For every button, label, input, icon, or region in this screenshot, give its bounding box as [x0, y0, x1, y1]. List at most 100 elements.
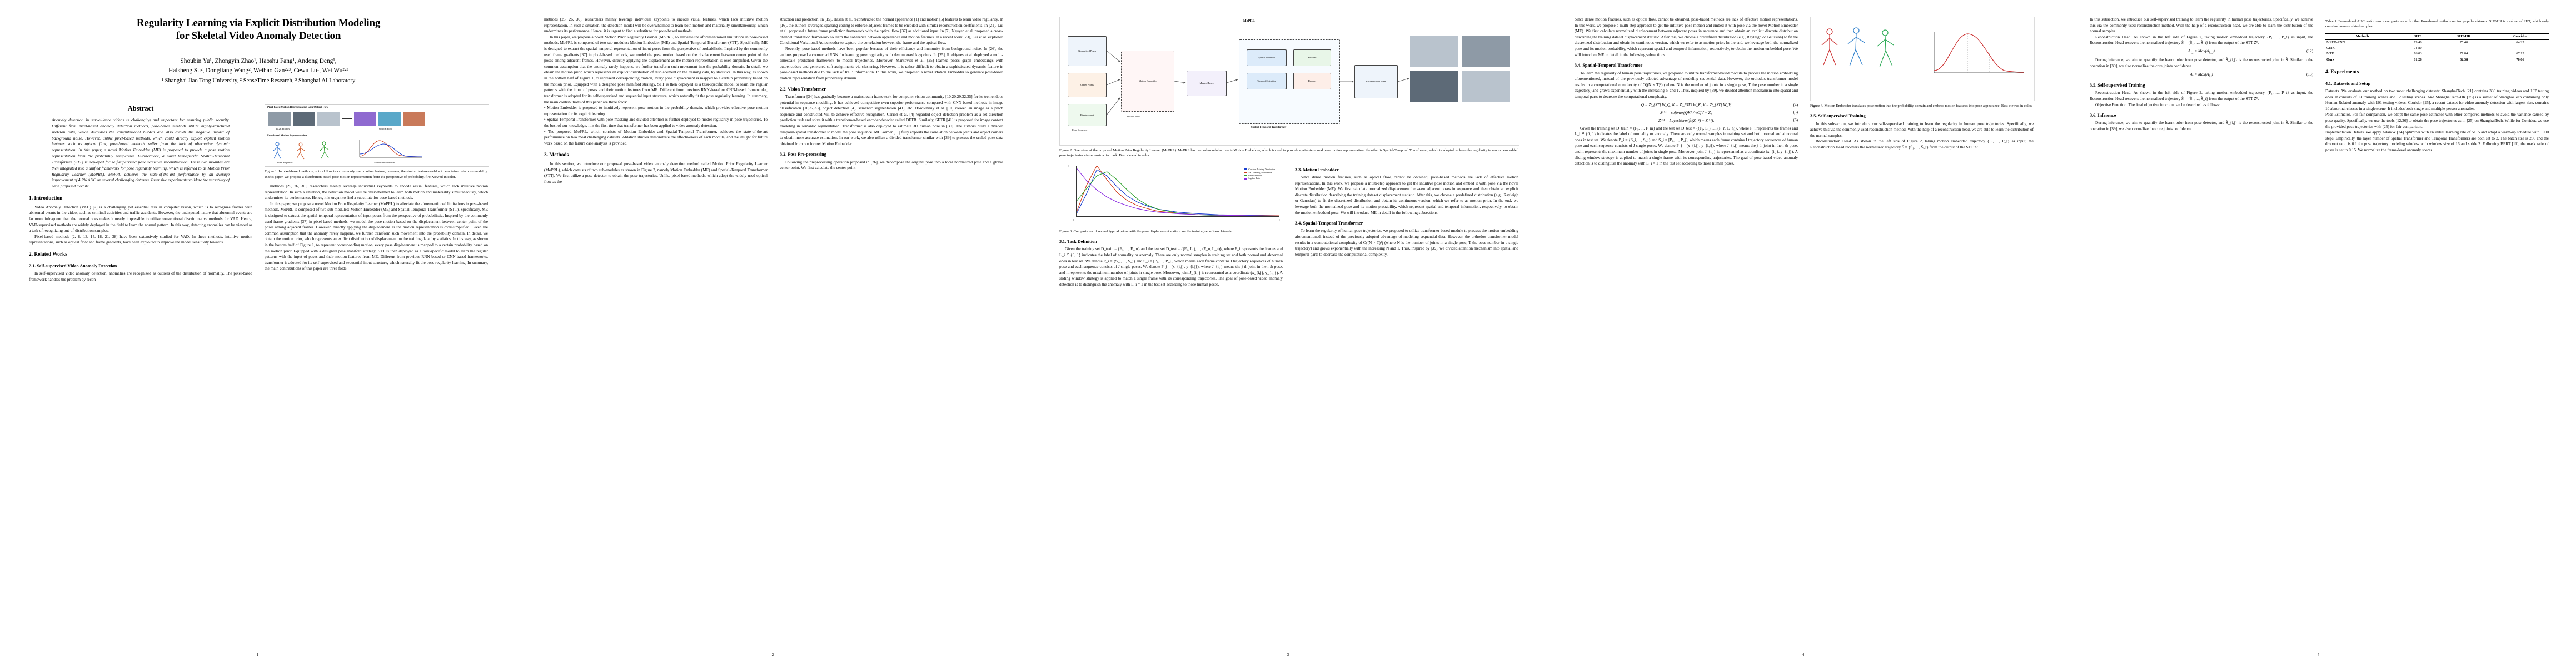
- p2-bullet-2: • Spatial-Temporal Transformer with pose…: [544, 117, 768, 128]
- intro-paragraph-1: Video Anomaly Detection (VAD) [2] is a c…: [29, 204, 252, 233]
- page-title: Regularity Learning via Explicit Distrib…: [29, 17, 488, 42]
- p5-datasets-paragraph: Datasets. We evaluate our method on two …: [2325, 88, 2549, 111]
- p5-reconstruction-head: Reconstruction Head. As shown in the lef…: [2090, 90, 2313, 101]
- table-1-r2-shthr: 77.04: [2459, 52, 2468, 56]
- p4-left-paragraph-1: Since dense motion features, such as opt…: [1575, 17, 1798, 57]
- figure-2-node-decoder: Decoder: [1293, 73, 1331, 89]
- p3-col-right: 3.3. Motion Embedder Since dense motion …: [1295, 162, 1518, 288]
- p1-col-right: Pixel-based Motion Representation with O…: [265, 104, 489, 282]
- figure-3-legend-item-0: Corridor Training Distribution: [1248, 168, 1275, 171]
- figure-2-node-normalized-poses: Normalized Poses: [1068, 36, 1107, 66]
- table-1-grid: Methods SHT SHT-HR Corridor MPED-RNN 73.…: [2325, 33, 2549, 63]
- p1-right-text-1: methods [25, 26, 30], researchers mainly…: [265, 183, 488, 201]
- equation-1-body: Q = Zᵗ_{ST} W_Q, K = Zᵗ_{ST} W_K, V = Zᵗ…: [1641, 102, 1732, 107]
- p2-right-paragraph-1: struction and prediction. In [15], Hasan…: [780, 17, 1003, 46]
- table-1-r3-sht-text: 81.26: [2414, 58, 2422, 62]
- p5-left-paragraph-2: Reconstruction Head. As shown in the lef…: [2090, 34, 2313, 46]
- figure-2-node-center-points: Center Points: [1068, 73, 1107, 97]
- subsection-motion-embedder-heading: 3.3. Motion Embedder: [1295, 167, 1339, 172]
- figure-4: Figure 4. Motion Embedder translates pos…: [1810, 17, 2035, 109]
- figure-1-caption: Figure 1. In pixel-based methods, optica…: [265, 170, 488, 179]
- figure-1-label-rgb: RGB Frames: [276, 127, 290, 131]
- p4-col-right: Figure 4. Motion Embedder translates pos…: [1810, 17, 2035, 167]
- figure-2-label-moprl: MoPRL: [1243, 19, 1255, 23]
- figure-3-caption: Figure 3. Comparisons of several typical…: [1059, 229, 1233, 233]
- table-1-col-corridor: Corridor: [2491, 33, 2549, 40]
- table-1-r1-sht: 74.80: [2414, 46, 2422, 51]
- equation-2: Zᵗ⁺¹ = softmax(QKᵀ / √C)V + Zᵗ, (5): [1575, 110, 1798, 115]
- figure-2-node-spatial-attention: Spatial Attention: [1247, 49, 1287, 66]
- table-1-header-row: Methods SHT SHT-HR Corridor: [2325, 33, 2549, 40]
- page-5: In this subsection, we introduce our sel…: [2061, 0, 2576, 667]
- page-number-3: 3: [1287, 652, 1289, 657]
- figure-1-label-motion-dist: Motion Distribution: [374, 161, 395, 165]
- table-1-r3-sht: 81.26: [2399, 56, 2437, 63]
- equation-3-body: Zᵗ⁺¹ = LayerNorm(fc(Zᵗ⁺¹) + Zᵗ⁺¹),: [1658, 118, 1715, 123]
- table-1-r3-corridor-text: 70.66: [2516, 58, 2524, 62]
- title-line-1: Regularity Learning via Explicit Distrib…: [136, 17, 381, 29]
- figure-3: Corridor Training Distribution SHT Train…: [1059, 162, 1283, 235]
- equation-12-body: Ai,t = Max(Ai,t,j): [2188, 49, 2215, 55]
- table-1-r1-shthr: –: [2463, 46, 2465, 51]
- page-1: arXiv:2112.03649v2 [cs.CV] 8 Dec 2021 Re…: [0, 0, 515, 667]
- figure-2-node-reconstructed-poses: Reconstructed Poses: [1354, 65, 1398, 98]
- table-1-r2-sht: 76.03: [2414, 52, 2422, 56]
- p2-left-paragraph-2: In this paper, we propose a novel Motion…: [544, 34, 768, 104]
- figure-1-label-flow: Optical Flow: [379, 127, 393, 131]
- p2-bullet-1: • Motion Embedder is proposed to intuiti…: [544, 105, 768, 116]
- figure-4-skeleton-illustration: [1821, 27, 1894, 68]
- table-1: Table 1. Frame-level AUC performance com…: [2325, 19, 2549, 63]
- figure-3-curves: [1077, 166, 1279, 216]
- p5-subsection-self-supervised-training: 3.5. Self-supervised Training: [2090, 83, 2145, 88]
- p4-selfsup-paragraph-2: Reconstruction Head. As shown in the lef…: [1810, 138, 2034, 150]
- p3-col-left: Corridor Training Distribution SHT Train…: [1059, 162, 1283, 288]
- p4-selfsup-paragraph-1: In this subsection, we introduce our sel…: [1810, 121, 2034, 138]
- p5-objective: Objective Function. The final objective …: [2095, 102, 2220, 107]
- equation-2-body: Zᵗ⁺¹ = softmax(QKᵀ / √C)V + Zᵗ,: [1660, 110, 1712, 115]
- p2-vit-paragraph: Transformer [34] has gradually become a …: [780, 93, 1003, 146]
- table-row: GEPC 74.80 – –: [2325, 46, 2549, 51]
- equation-1: Q = Zᵗ_{ST} W_Q, K = Zᵗ_{ST} W_K, V = Zᵗ…: [1575, 103, 1798, 107]
- subsection-spatial-temporal-heading: 3.4. Spatial-Temporal Transformer: [1295, 221, 1363, 226]
- figure-4-distribution-plot: [1934, 32, 2025, 73]
- equation-12: Ai,t = Max(Ai,t,j) (12): [2090, 49, 2313, 54]
- title-line-2: for Skeletal Video Anomaly Detection: [176, 30, 341, 42]
- figure-2-node-displacement: Displacement: [1068, 104, 1107, 126]
- table-1-r0-shthr: 75.40: [2436, 39, 2492, 46]
- table-1-r1-method: GEPC: [2326, 46, 2336, 51]
- figure-1-image: Pixel-based Motion Representation with O…: [265, 104, 489, 167]
- section-introduction-heading: 1. Introduction: [29, 195, 63, 201]
- page-number-1: 1: [256, 652, 259, 657]
- page-number-5: 5: [2317, 652, 2320, 657]
- table-1-col-sht: SHT: [2399, 33, 2437, 40]
- page-number-4: 4: [1802, 652, 1805, 657]
- p4-subsection-spatial-temporal: 3.4. Spatial-Temporal Transformer: [1575, 63, 1643, 68]
- p5-implementation-paragraph: Implementation Details. We apply AdamW […: [2325, 130, 2549, 152]
- authors-line-1: Shoubin Yu¹, Zhongyin Zhao¹, Haoshu Fang…: [180, 58, 337, 65]
- abstract-text: Anomaly detection in surveillance videos…: [52, 117, 230, 189]
- table-1-col-shthr: SHT-HR: [2436, 33, 2492, 40]
- figure-4-caption: Figure 4. Motion Embedder translates pos…: [1810, 104, 2032, 108]
- figure-3-legend-item-3: Laplace Prior: [1248, 177, 1260, 180]
- subsection-datasets-setup-heading: 4.1. Datasets and Setup: [2325, 81, 2371, 86]
- p4-subsection-self-supervised: 3.5. Self-supervised Training: [1810, 113, 1866, 119]
- p5-col-right: Table 1. Frame-level AUC performance com…: [2325, 17, 2549, 153]
- figure-2-label-stt: Spatial-Temporal Transformer: [1251, 126, 1287, 129]
- figure-2: MoPRL Normalized Poses Center Points Dis…: [1059, 17, 1519, 158]
- p1-col-left: Abstract Anomaly detection in surveillan…: [29, 104, 252, 282]
- p5-subsection-inference: 3.6. Inference: [2090, 113, 2116, 118]
- p2-col-left: methods [25, 26, 30], researchers mainly…: [544, 17, 768, 185]
- page-3: MoPRL Normalized Poses Center Points Dis…: [1030, 0, 1546, 667]
- table-1-r3-method-text: Ours: [2326, 58, 2334, 62]
- abstract-heading: Abstract: [127, 104, 154, 113]
- p2-methods-intro: In this section, we introduce our propos…: [544, 161, 768, 184]
- subsection-pose-preprocessing-heading: 3.2. Pose Pre-processing: [780, 152, 826, 157]
- p5-col-left: In this subsection, we introduce our sel…: [2090, 17, 2313, 153]
- p3-motion-embedder: Since dense motion features, such as opt…: [1295, 174, 1518, 215]
- p3-spatial-temporal: To learn the regularity of human pose tr…: [1295, 228, 1518, 257]
- figure-3-legend-item-2: Gaussian Prior: [1248, 174, 1262, 177]
- p2-bullet-3: • The proposed MoPRL, which consists of …: [544, 128, 768, 146]
- figure-2-node-motion-embedder: Motion Embedder: [1121, 51, 1174, 112]
- figure-2-node-encoder: Encoder: [1293, 49, 1331, 66]
